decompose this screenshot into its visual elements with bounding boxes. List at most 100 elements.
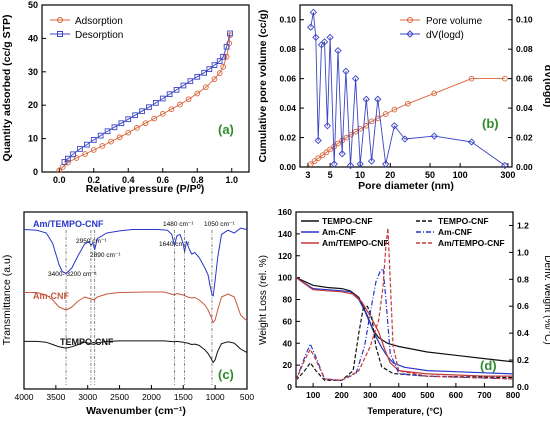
point-desorption <box>173 86 180 93</box>
x-tick-label: 300 <box>500 170 515 180</box>
series-line-am-tempo-cnf-dtg <box>295 227 514 381</box>
annotation-1050: 1050 cm⁻¹ <box>204 221 235 228</box>
point-adsorption <box>108 138 114 145</box>
y-tick-label: 80 <box>283 295 293 305</box>
point-dv-logd <box>309 8 317 16</box>
panel-d-xlabel: Temperature, (°C) <box>368 406 443 416</box>
point-pore-volume <box>315 155 322 162</box>
point-desorption <box>206 66 213 72</box>
panel-c-tag: (c) <box>218 367 234 382</box>
x-tick-label: 300 <box>363 390 377 400</box>
y-tick-label: 100 <box>278 273 292 283</box>
point-dv-logd <box>382 160 390 168</box>
panel-d-ylabel: Weight Loss (rel. %) <box>258 255 269 345</box>
point-desorption <box>166 91 173 98</box>
point-dv-logd <box>356 160 364 168</box>
panel-b-frame <box>299 4 513 168</box>
legend-pore-volume-label: Pore volume <box>426 16 483 27</box>
y2-tick-label: 1.0 <box>517 247 529 257</box>
point-pore-volume <box>331 143 338 150</box>
panel-d-tag: (d) <box>480 358 497 373</box>
point-pore-volume <box>431 90 438 97</box>
x-tick-label: 20 <box>385 170 395 180</box>
series-line-adsorption <box>58 35 231 171</box>
annotation-3400-3200: 3400- 3200 cm⁻¹ <box>48 271 98 278</box>
annotation-2890: 2890 cm⁻¹ <box>90 252 121 259</box>
panel-c: Transmittance (a.u) Wavenumber (cm⁻¹) (c… <box>1 211 254 417</box>
y-tick-label: 40 <box>283 338 293 348</box>
point-dv-logd <box>334 47 342 55</box>
y-tick-label: 0.02 <box>279 133 296 143</box>
point-desorption <box>211 62 218 68</box>
legend-tempo-cnf-wl-label: TEMPO-CNF <box>322 216 373 226</box>
point-dv-logd <box>338 150 346 158</box>
point-desorption <box>159 95 166 102</box>
point-desorption <box>201 69 208 76</box>
x-tick-label: 500 <box>420 390 434 400</box>
legend-am-cnf-dtg-label: Am-CNF <box>438 227 472 237</box>
y2-tick-label: 0.2 <box>517 355 529 365</box>
point-pore-volume <box>319 152 326 159</box>
legend-am-tempo-cnf-wl-label: Am/TEMPO-CNF <box>322 238 389 248</box>
y2-tick-label: 0.0 <box>517 382 529 392</box>
panel-b-ylabel: Cumulative pore volume (cc/g) <box>257 10 269 163</box>
x-tick-label: 50 <box>425 170 435 180</box>
point-dv-logd <box>430 132 438 140</box>
panel-a-tag: (a) <box>218 122 234 137</box>
y2-tick-label: 0.06 <box>516 74 533 84</box>
point-adsorption <box>142 120 149 127</box>
point-desorption <box>70 151 76 158</box>
point-desorption <box>65 155 71 162</box>
point-desorption <box>83 141 90 148</box>
x-tick-label: 1.0 <box>225 175 238 185</box>
annotation-2950: 2950 cm⁻¹ <box>76 238 107 245</box>
point-desorption <box>139 108 145 115</box>
point-adsorption <box>220 63 226 70</box>
y2-tick-label: 0.4 <box>517 328 529 338</box>
y-tick-label: 20 <box>28 100 38 110</box>
legend-am-tempo-cnf-dtg-label: Am/TEMPO-CNF <box>438 238 505 248</box>
y-tick-label: 40 <box>28 33 38 43</box>
point-pore-volume <box>382 111 389 117</box>
point-adsorption <box>177 101 183 108</box>
point-desorption <box>152 100 159 106</box>
point-desorption <box>220 53 226 60</box>
x-tick-label: 3500 <box>46 392 65 402</box>
point-adsorption <box>134 125 140 131</box>
point-pore-volume <box>405 100 411 107</box>
point-pore-volume <box>502 75 508 82</box>
point-adsorption <box>82 151 88 157</box>
legend-dvlogd-label: dV(logd) <box>426 30 464 41</box>
legend-desorption-marker <box>57 31 63 37</box>
point-adsorption <box>159 111 166 117</box>
panel-b-legend: Pore volume dV(logd) <box>400 16 483 41</box>
x-tick-label: 2000 <box>142 392 161 402</box>
legend-tempo-cnf-dtg-label: TEMPO-CNF <box>438 216 489 226</box>
panel-c-ylabel: Transmittance (a.u) <box>1 255 13 346</box>
point-desorption <box>223 43 230 50</box>
y-tick-label: 140 <box>278 229 292 239</box>
series-line-am-cnf <box>24 291 248 323</box>
point-desorption <box>77 146 83 152</box>
x-tick-label: 5 <box>328 170 333 180</box>
point-pore-volume <box>391 106 398 113</box>
x-tick-label: 1000 <box>206 392 225 402</box>
y-tick-label: 0.00 <box>279 162 296 172</box>
y-tick-label: 0.08 <box>279 44 296 54</box>
x-tick-label: 200 <box>335 390 349 400</box>
y2-tick-label: 0.08 <box>516 44 533 54</box>
legend-pore-volume-marker <box>407 17 413 23</box>
y2-tick-label: 0.8 <box>517 274 529 284</box>
x-tick-label: 100 <box>453 170 468 180</box>
y2-tick-label: 0.04 <box>516 103 533 113</box>
point-pore-volume <box>335 140 341 147</box>
panel-a-frame <box>41 4 250 173</box>
panel-c-xlabel: Wavenumber (cm⁻¹) <box>86 405 186 417</box>
y-tick-label: 160 <box>278 207 292 217</box>
panel-d-y2label: Deriv. weight (%/°C) <box>542 255 550 344</box>
panel-c-frame <box>23 211 248 390</box>
point-dv-logd <box>330 160 338 168</box>
point-dv-logd <box>320 38 329 46</box>
y2-tick-label: 1.2 <box>517 220 529 230</box>
point-dv-logd <box>401 135 409 143</box>
